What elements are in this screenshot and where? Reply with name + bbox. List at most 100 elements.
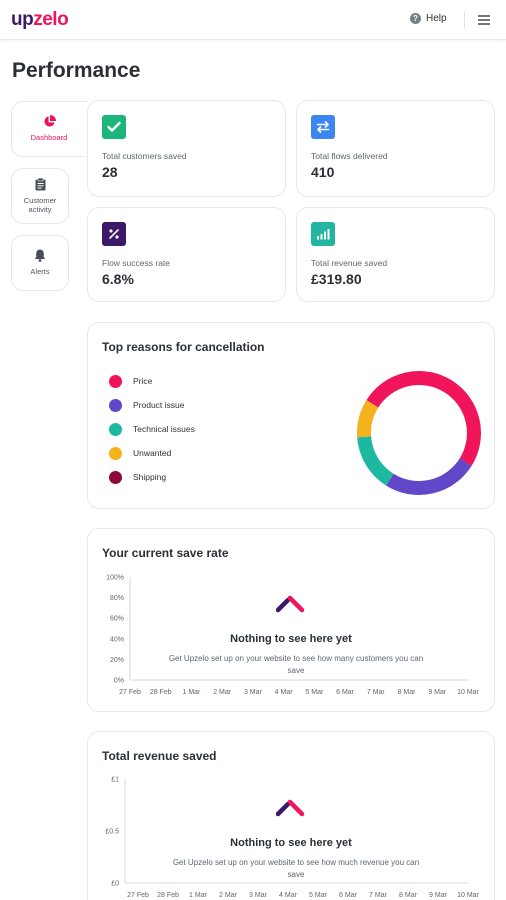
x-tick-label: 4 Mar bbox=[275, 689, 294, 696]
checkmark-icon bbox=[102, 115, 126, 139]
x-tick-label: 6 Mar bbox=[336, 689, 355, 696]
hamburger-menu-icon[interactable] bbox=[478, 15, 490, 25]
legend-label: Unwanted bbox=[133, 448, 172, 458]
stat-value: 6.8% bbox=[102, 271, 134, 287]
sidebar-item-alerts[interactable]: Alerts bbox=[11, 235, 69, 291]
x-tick-label: 9 Mar bbox=[429, 892, 448, 899]
sidebar-item-label: Alerts bbox=[30, 267, 50, 277]
legend-label: Price bbox=[133, 376, 153, 386]
upzelo-logo[interactable]: upzelo bbox=[11, 9, 69, 31]
help-button[interactable]: ? Help bbox=[410, 13, 447, 24]
legend-dot bbox=[109, 446, 122, 460]
sidebar-item-dashboard[interactable]: Dashboard bbox=[11, 101, 87, 157]
arrows-swap-icon bbox=[311, 115, 335, 139]
stat-label: Total customers saved bbox=[102, 151, 187, 161]
legend-label: Product issue bbox=[133, 400, 185, 410]
sidebar-item-customer-activity[interactable]: Customer activity bbox=[11, 168, 69, 224]
x-tick-label: 1 Mar bbox=[189, 892, 208, 899]
x-tick-label: 9 Mar bbox=[428, 689, 447, 696]
sidebar-item-label: Dashboard bbox=[30, 133, 68, 143]
x-tick-label: 28 Feb bbox=[150, 689, 172, 696]
cancellation-donut-chart bbox=[357, 371, 481, 495]
x-tick-label: 5 Mar bbox=[309, 892, 328, 899]
legend-item: Shipping bbox=[109, 465, 195, 489]
x-tick-label: 8 Mar bbox=[398, 689, 417, 696]
empty-state-title: Nothing to see here yet bbox=[230, 837, 352, 849]
sidebar-item-label: Customer bbox=[23, 195, 57, 205]
x-tick-label: 3 Mar bbox=[249, 892, 268, 899]
y-tick-label: 20% bbox=[110, 657, 124, 664]
y-tick-label: 40% bbox=[110, 636, 124, 643]
x-tick-label: 5 Mar bbox=[305, 689, 324, 696]
page-title: Performance bbox=[12, 59, 141, 82]
bar-chart-icon bbox=[311, 222, 335, 246]
x-tick-label: 28 Feb bbox=[157, 892, 179, 899]
y-tick-label: 0% bbox=[114, 678, 124, 685]
cancellation-legend: Price Product issue Technical issues Unwant… bbox=[109, 369, 195, 489]
legend-item: Product issue bbox=[109, 393, 195, 417]
section-title: Your current save rate bbox=[102, 546, 229, 560]
stat-value: 28 bbox=[102, 164, 118, 180]
x-tick-label: 27 Feb bbox=[119, 689, 141, 696]
upzelo-mark-icon bbox=[276, 595, 305, 613]
top-header: upzelo ? Help bbox=[0, 0, 506, 40]
legend-dot bbox=[109, 374, 122, 388]
x-tick-label: 27 Feb bbox=[127, 892, 149, 899]
donut-slice-technical-issues[interactable] bbox=[357, 436, 394, 486]
x-tick-label: 1 Mar bbox=[183, 689, 202, 696]
x-tick-label: 6 Mar bbox=[339, 892, 358, 899]
legend-item: Technical issues bbox=[109, 417, 195, 441]
stat-card-flow-success-rate: Flow success rate 6.8% bbox=[87, 207, 286, 302]
donut-slice-product-issue[interactable] bbox=[386, 458, 472, 495]
x-tick-label: 4 Mar bbox=[279, 892, 298, 899]
section-title: Total revenue saved bbox=[102, 749, 217, 763]
cancellation-reasons-card: Top reasons for cancellation Price Produc… bbox=[87, 322, 495, 509]
legend-label: Shipping bbox=[133, 472, 167, 482]
legend-label: Technical issues bbox=[133, 424, 195, 434]
legend-dot bbox=[109, 470, 122, 484]
empty-state-text: Get Upzelo set up on your website to see… bbox=[172, 858, 420, 879]
y-tick-label: 100% bbox=[106, 575, 124, 582]
stat-value: £319.80 bbox=[311, 271, 362, 287]
stat-label: Flow success rate bbox=[102, 258, 171, 268]
clipboard-icon bbox=[35, 177, 45, 191]
upzelo-mark-icon bbox=[276, 799, 305, 817]
section-title: Top reasons for cancellation bbox=[102, 340, 265, 354]
help-label: Help bbox=[426, 13, 447, 24]
donut-slice-price[interactable] bbox=[366, 371, 481, 466]
percent-icon bbox=[102, 222, 126, 246]
save-rate-card: Your current save rate 100% 80% 60% 40% 20% 0… bbox=[87, 528, 495, 712]
legend-dot bbox=[109, 422, 122, 436]
x-tick-label: 2 Mar bbox=[219, 892, 238, 899]
donut-slice-unwanted[interactable] bbox=[357, 400, 379, 438]
x-tick-label: 10 Mar bbox=[457, 689, 479, 696]
y-tick-label: £1 bbox=[111, 777, 119, 784]
x-tick-label: 3 Mar bbox=[244, 689, 263, 696]
stat-label: Total flows delivered bbox=[311, 151, 388, 161]
stat-card-flows-delivered: Total flows delivered 410 bbox=[296, 100, 495, 197]
x-tick-label: 7 Mar bbox=[367, 689, 386, 696]
y-tick-label: £0 bbox=[111, 881, 119, 888]
revenue-chart: £1 £0.5 £0 27 Feb 28 Feb 1 Mar 2 Mar 3 Mar 4 Mar… bbox=[105, 777, 479, 900]
header-divider bbox=[464, 11, 465, 29]
pie-chart-icon bbox=[43, 115, 56, 127]
logo-text-up: up bbox=[11, 9, 34, 30]
save-rate-chart: 100% 80% 60% 40% 20% 0% 27 Feb 28 Feb 1 Mar 2 Mar… bbox=[106, 575, 479, 697]
x-tick-label: 10 Mar bbox=[457, 892, 479, 899]
bell-icon bbox=[34, 249, 46, 263]
y-tick-label: 80% bbox=[110, 595, 124, 602]
revenue-saved-card: Total revenue saved £1 £0.5 £0 27 Feb 28 Feb… bbox=[87, 731, 495, 900]
stat-card-customers-saved: Total customers saved 28 bbox=[87, 100, 286, 197]
sidebar-item-label: activity bbox=[28, 205, 52, 214]
stat-label: Total revenue saved bbox=[311, 258, 388, 268]
stat-value: 410 bbox=[311, 164, 335, 180]
y-tick-label: 60% bbox=[110, 616, 124, 623]
x-tick-label: 2 Mar bbox=[213, 689, 232, 696]
empty-state-title: Nothing to see here yet bbox=[230, 633, 352, 645]
logo-text-zelo: zelo bbox=[33, 9, 69, 30]
x-tick-label: 7 Mar bbox=[369, 892, 388, 899]
y-tick-label: £0.5 bbox=[105, 829, 119, 836]
question-circle-icon: ? bbox=[410, 13, 421, 24]
stat-card-revenue-saved: Total revenue saved £319.80 bbox=[296, 207, 495, 302]
legend-item: Unwanted bbox=[109, 441, 195, 465]
